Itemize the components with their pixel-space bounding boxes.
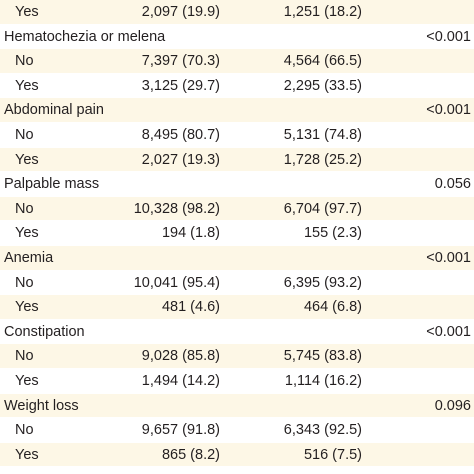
cell-group2: 6,343 (92.5)	[283, 422, 362, 439]
row-label: Yes	[15, 299, 39, 316]
table-row: Palpable mass 0.056	[0, 172, 474, 197]
cell-group2: 5,131 (74.8)	[283, 126, 362, 143]
cell-p-value: <0.001	[426, 28, 471, 45]
table-row: No 9,028 (85.8) 5,745 (83.8)	[0, 344, 474, 369]
row-label: No	[15, 126, 34, 143]
cell-group1: 194 (1.8)	[161, 225, 220, 242]
cell-p-value: <0.001	[426, 323, 471, 340]
cell-group2: 6,704 (97.7)	[283, 200, 362, 217]
table-row: No 10,041 (95.4) 6,395 (93.2)	[0, 270, 474, 296]
cell-group1: 2,097 (19.9)	[141, 4, 220, 20]
row-label: Hematochezia or melena	[4, 28, 166, 45]
table-row: Yes 3,125 (29.7) 2,295 (33.5)	[0, 73, 474, 99]
row-label: No	[15, 53, 34, 70]
cell-p-value: <0.001	[426, 249, 471, 266]
cell-group1: 7,397 (70.3)	[141, 53, 220, 70]
table-row: Yes 1,494 (14.2) 1,114 (16.2)	[0, 368, 474, 394]
row-label: Yes	[15, 151, 39, 168]
cell-group2: 1,728 (25.2)	[283, 151, 362, 168]
cell-group2: 516 (7.5)	[303, 446, 362, 463]
table-row: Yes 194 (1.8) 155 (2.3)	[0, 221, 474, 246]
cell-p-value: <0.001	[426, 102, 471, 119]
cell-group2: 1,251 (18.2)	[283, 4, 362, 20]
row-label: No	[15, 200, 34, 217]
row-label: Palpable mass	[4, 176, 100, 193]
cell-group2: 1,114 (16.2)	[284, 372, 362, 389]
row-label: Abdominal pain	[4, 102, 104, 119]
table-row: Yes 481 (4.6) 464 (6.8)	[0, 295, 474, 320]
row-label: Anemia	[4, 249, 54, 266]
row-label: Yes	[15, 446, 39, 463]
cell-group2: 2,295 (33.5)	[283, 77, 362, 94]
row-label: No	[15, 348, 34, 365]
cell-group1: 10,328 (98.2)	[133, 200, 220, 217]
row-label: Yes	[15, 77, 39, 94]
table-row: Hematochezia or melena <0.001	[0, 24, 474, 50]
cell-group2: 4,564 (66.5)	[283, 53, 362, 70]
table-row: Abdominal pain <0.001	[0, 98, 474, 123]
cell-group1: 1,494 (14.2)	[141, 372, 220, 389]
row-label: No	[15, 422, 34, 439]
cell-group2: 464 (6.8)	[303, 299, 362, 316]
cell-group1: 10,041 (95.4)	[133, 274, 220, 291]
row-label: Yes	[15, 372, 39, 389]
row-label: Weight loss	[4, 397, 79, 414]
table-row: Yes 865 (8.2) 516 (7.5)	[0, 442, 474, 468]
table-row: No 8,495 (80.7) 5,131 (74.8)	[0, 122, 474, 148]
cell-group1: 3,125 (29.7)	[141, 77, 220, 94]
table-row: No 10,328 (98.2) 6,704 (97.7)	[0, 196, 474, 222]
table-row: No 7,397 (70.3) 4,564 (66.5)	[0, 49, 474, 74]
cell-group2: 155 (2.3)	[303, 225, 362, 242]
cell-group1: 8,495 (80.7)	[141, 126, 220, 143]
cell-group1: 865 (8.2)	[161, 446, 220, 463]
cell-group1: 9,657 (91.8)	[141, 422, 220, 439]
cell-group2: 5,745 (83.8)	[283, 348, 362, 365]
table-row: No 9,657 (91.8) 6,343 (92.5)	[0, 418, 474, 443]
row-label: Yes	[15, 4, 39, 20]
cell-group1: 481 (4.6)	[161, 299, 220, 316]
table-row: Yes 2,027 (19.3) 1,728 (25.2)	[0, 147, 474, 173]
cell-group2: 6,395 (93.2)	[283, 274, 362, 291]
row-label: Constipation	[4, 323, 85, 340]
table-row: Yes 2,097 (19.9) 1,251 (18.2)	[0, 0, 474, 25]
row-label: Yes	[15, 225, 39, 242]
cell-group1: 9,028 (85.8)	[141, 348, 220, 365]
row-label: No	[15, 274, 34, 291]
cell-group1: 2,027 (19.3)	[141, 151, 220, 168]
cell-p-value: 0.056	[434, 176, 471, 193]
table-row: Constipation <0.001	[0, 319, 474, 345]
table-row: Anemia <0.001	[0, 245, 474, 271]
table-row: Weight loss 0.096	[0, 393, 474, 419]
cell-p-value: 0.096	[434, 397, 471, 414]
